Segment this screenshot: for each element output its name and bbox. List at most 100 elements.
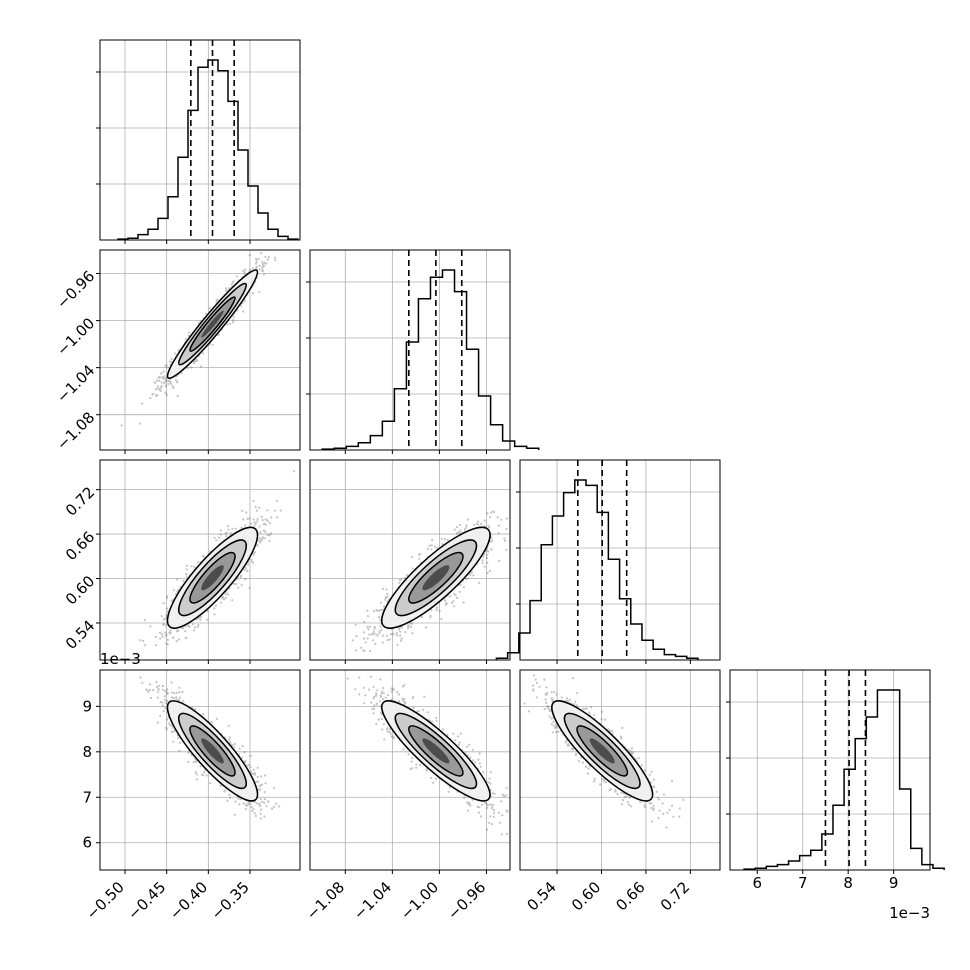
scatter-point [209,782,212,785]
scatter-point [166,366,169,369]
scatter-point [169,629,172,632]
scatter-point [232,582,235,586]
scatter-point [155,393,158,396]
scatter-point [500,518,503,521]
scatter-point [497,524,500,527]
scatter-point [199,618,202,622]
scatter-point [450,601,453,605]
scatter-point [142,639,145,643]
scatter-point [483,565,486,568]
scatter-point [160,389,163,392]
scatter-point [498,559,501,563]
scatter-point [257,539,260,542]
scatter-point [449,595,452,598]
scatter-point [486,572,489,575]
scatter-point [395,632,398,635]
scatter-point [166,607,169,610]
scatter-point [177,638,180,641]
scatter-point [192,362,196,365]
scatter-point [396,643,399,646]
scatter-point [156,385,160,388]
scatter-point [256,520,259,523]
scatter-point [244,578,247,581]
scatter-point [185,568,188,571]
scatter-point [419,553,422,556]
scatter-point [200,365,203,368]
scatter-point [172,636,175,639]
scatter-point [154,394,158,398]
scatter-point [252,518,255,521]
scatter-point [261,260,264,263]
panel-2-2 [495,459,721,664]
histogram-step-0 [117,59,299,240]
scatter-point [232,321,235,324]
scatter-point [259,541,262,544]
scatter-point [410,555,413,559]
scatter-point [235,275,238,278]
scatter-point [266,520,270,523]
scatter-point [164,391,167,394]
scatter-point [149,625,152,628]
scatter-point [184,338,187,341]
scatter-point [375,608,378,612]
scatter-point [458,531,461,534]
scatter-point [258,805,261,808]
scatter-point [153,381,156,384]
scatter-point [172,589,175,592]
scatter-point [456,596,459,600]
scatter-point [362,631,366,634]
scatter-point [156,387,159,390]
scatter-point [265,518,268,521]
scatter-point [374,642,377,646]
scatter-point [362,637,365,640]
scatter-point [260,515,264,518]
scatter-point [465,524,468,527]
scatter-point [186,366,189,369]
scatter-point [151,393,154,396]
scatter-point [195,358,198,361]
scatter-point [376,634,379,637]
scatter-point [223,598,226,601]
scatter-point [170,357,173,361]
scatter-point [229,322,232,325]
y-tick-label: −1.08 [53,408,98,453]
scatter-point [253,521,256,524]
scatter-point [193,361,196,364]
y-tick-label: −1.04 [53,361,98,406]
scatter-point [170,681,173,684]
scatter-point [241,509,244,512]
scatter-point [463,528,466,531]
panel-0-0 [96,39,301,244]
scatter-point [378,630,381,633]
scatter-point [228,736,231,739]
scatter-point [169,360,172,363]
scatter-point [428,544,431,547]
scatter-point [195,760,198,764]
scatter-point [483,519,486,522]
scatter-point [455,526,459,529]
scatter-point [392,633,395,636]
scatter-point [255,509,259,512]
scatter-point [482,555,485,558]
scatter-point [398,581,401,584]
scatter-point [225,289,228,292]
scatter-point [261,262,264,266]
scatter-point [453,528,456,531]
scatter-point [158,379,161,382]
scatter-point [190,565,193,568]
scatter-point [250,770,253,773]
scatter-point [366,615,370,618]
scatter-point [194,360,197,363]
scatter-point [435,606,439,609]
scatter-point [292,470,296,473]
scatter-point [191,623,194,626]
scatter-point [368,633,371,636]
scatter-point [239,576,242,579]
scatter-point [261,267,264,270]
scatter-point [398,628,401,631]
scatter-point [169,380,172,383]
scatter-point [270,516,273,519]
scatter-point [218,536,221,539]
scatter-point [256,544,259,547]
scatter-point [144,644,147,647]
